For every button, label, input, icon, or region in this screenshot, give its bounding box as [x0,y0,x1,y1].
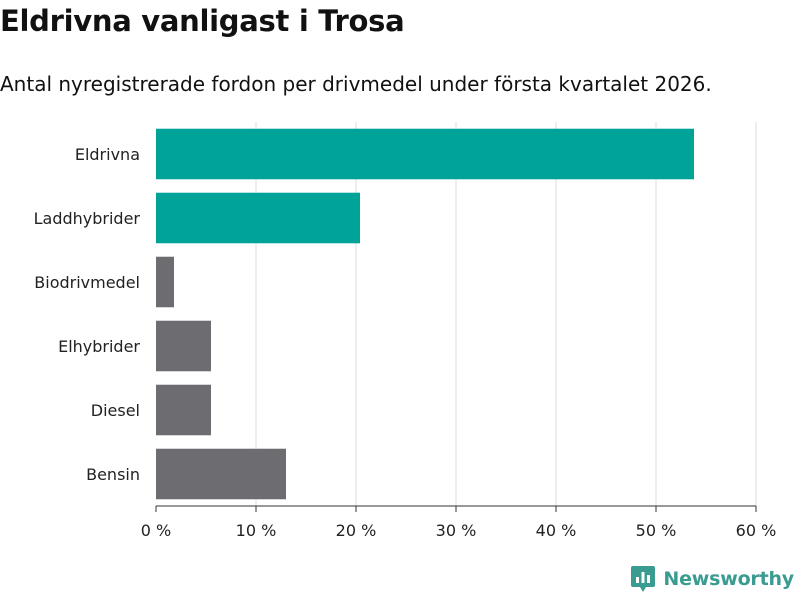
category-label: Elhybrider [58,337,140,356]
chart-title: Eldrivna vanligast i Trosa [0,4,405,38]
bar [156,192,360,244]
bar-chart: Eldrivna Laddhybrider Biodrivmedel Elhybrid… [34,122,777,540]
x-tick-label: 50 % [636,521,677,540]
x-tick-label: 40 % [536,521,577,540]
bar [156,384,211,436]
bar [156,128,694,180]
bar [156,320,211,372]
category-label: Laddhybrider [34,209,141,228]
x-tick-label: 20 % [336,521,377,540]
newsworthy-logo-icon [631,566,656,592]
category-label: Biodrivmedel [34,273,140,292]
x-tick-label: 30 % [436,521,477,540]
chart-subtitle: Antal nyregistrerade fordon per drivmede… [0,72,712,96]
bar [156,448,286,500]
x-tick-label: 60 % [736,521,777,540]
category-label: Diesel [91,401,140,420]
category-label: Eldrivna [75,145,140,164]
x-tick-label: 0 % [141,521,171,540]
brand-name: Newsworthy [663,568,794,590]
bar [156,256,174,308]
x-tick-label: 10 % [236,521,277,540]
category-label: Bensin [86,465,140,484]
brand-logo: Newsworthy [630,564,794,594]
